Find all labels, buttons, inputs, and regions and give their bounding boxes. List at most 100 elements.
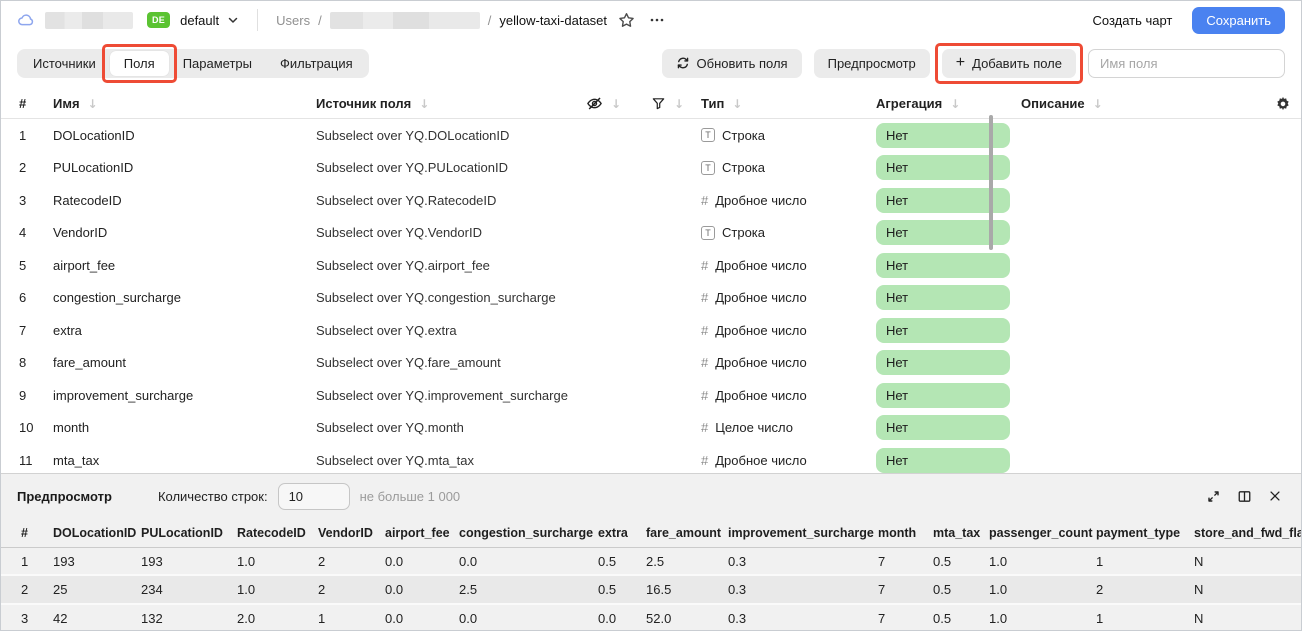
field-row[interactable]: 3 RatecodeID Subselect over YQ.RatecodeID #…	[1, 184, 1301, 217]
row-count-input[interactable]	[277, 482, 350, 510]
field-name[interactable]: VendorID	[53, 225, 108, 241]
field-name[interactable]: PULocationID	[53, 160, 134, 176]
aggregation-select[interactable]: Нет	[876, 382, 1010, 408]
field-name[interactable]: fare_amount	[53, 355, 126, 371]
tab-Источники[interactable]: Источники	[33, 55, 96, 71]
field-type[interactable]: # Дробное число	[701, 355, 876, 370]
field-source[interactable]: Subselect over YQ.congestion_surcharge	[316, 290, 556, 306]
field-source[interactable]: Subselect over YQ.PULocationID	[316, 160, 508, 176]
sort-arrow-icon[interactable]: ↓	[950, 96, 961, 111]
field-type[interactable]: # Целое число	[701, 420, 876, 435]
filter-funnel-icon[interactable]	[651, 96, 666, 111]
preview-cell: 0.0	[385, 611, 404, 627]
field-type[interactable]: # Дробное число	[701, 258, 876, 273]
preview-panel: Предпросмотр Количество строк: не больше…	[1, 473, 1301, 630]
sort-arrow-icon[interactable]: ↓	[611, 96, 622, 111]
field-row[interactable]: 9 improvement_surcharge Subselect over YQ.…	[1, 379, 1301, 412]
cloud-logo-icon	[17, 12, 35, 28]
env-selector[interactable]: default	[180, 12, 220, 28]
field-index: 8	[19, 355, 27, 371]
sort-arrow-icon[interactable]: ↓	[674, 96, 685, 111]
tab-Поля[interactable]: Поля	[101, 43, 177, 83]
aggregation-select[interactable]: Нет	[876, 155, 1010, 181]
field-row[interactable]: 11 mta_tax Subselect over YQ.mta_tax # Дробн…	[1, 444, 1301, 477]
field-type[interactable]: T Строка	[701, 128, 876, 143]
aggregation-select[interactable]: Нет	[876, 252, 1010, 278]
aggregation-select[interactable]: Нет	[876, 187, 1010, 213]
preview-cell: 0.5	[933, 553, 952, 569]
field-source[interactable]: Subselect over YQ.extra	[316, 322, 457, 338]
tab-Параметры[interactable]: Параметры	[182, 55, 252, 71]
field-source[interactable]: Subselect over YQ.airport_fee	[316, 257, 490, 273]
save-button[interactable]: Сохранить	[1192, 6, 1285, 34]
field-row[interactable]: 8 fare_amount Subselect over YQ.fare_amoun…	[1, 347, 1301, 380]
number-type-icon: #	[701, 257, 709, 273]
preview-cell: 0.0	[459, 611, 478, 627]
field-row[interactable]: 6 congestion_surcharge Subselect over YQ.c…	[1, 282, 1301, 315]
breadcrumb-dataset-name: yellow-taxi-dataset	[499, 12, 608, 28]
field-type[interactable]: T Строка	[701, 160, 876, 175]
field-type[interactable]: T Строка	[701, 225, 876, 240]
preview-toggle-button[interactable]: Предпросмотр	[813, 48, 930, 78]
field-name[interactable]: extra	[53, 322, 82, 338]
field-name[interactable]: improvement_surcharge	[53, 387, 194, 403]
field-type[interactable]: # Дробное число	[701, 290, 876, 305]
field-source[interactable]: Subselect over YQ.VendorID	[316, 225, 482, 241]
eye-off-icon[interactable]	[586, 95, 603, 112]
aggregation-select[interactable]: Нет	[876, 447, 1010, 473]
sort-arrow-icon[interactable]: ↓	[87, 96, 98, 111]
create-chart-button[interactable]: Создать чарт	[1080, 7, 1184, 34]
field-row[interactable]: 10 month Subselect over YQ.month # Целое чис…	[1, 412, 1301, 445]
field-name[interactable]: RatecodeID	[53, 192, 122, 208]
expand-preview-icon[interactable]	[1203, 486, 1224, 507]
aggregation-select[interactable]: Нет	[876, 285, 1010, 311]
field-type[interactable]: # Дробное число	[701, 323, 876, 338]
favorite-star-icon[interactable]	[615, 9, 638, 32]
field-name[interactable]: congestion_surcharge	[53, 290, 181, 306]
field-row[interactable]: 4 VendorID Subselect over YQ.VendorID T Стро…	[1, 217, 1301, 250]
close-preview-icon[interactable]	[1265, 486, 1285, 506]
field-name[interactable]: DOLocationID	[53, 127, 135, 143]
preview-cell: 52.0	[646, 611, 672, 627]
column-name: Имя ↓	[53, 96, 98, 111]
aggregation-select[interactable]: Нет	[876, 415, 1010, 441]
tab-Фильтрация[interactable]: Фильтрация	[280, 55, 353, 71]
preview-cell: 1.0	[989, 581, 1008, 597]
split-view-icon[interactable]	[1234, 486, 1255, 507]
aggregation-select[interactable]: Нет	[876, 350, 1010, 376]
preview-row: 2 25 234 1.0 2 0.0 2.5 0.5 16.5 0.3 7 0.5 1.0 2 N	[1, 576, 1301, 605]
field-name[interactable]: month	[53, 420, 90, 436]
field-source[interactable]: Subselect over YQ.improvement_surcharge	[316, 387, 568, 403]
refresh-fields-button[interactable]: Обновить поля	[661, 48, 802, 78]
breadcrumb-root[interactable]: Users	[276, 12, 311, 28]
field-type[interactable]: # Дробное число	[701, 193, 876, 208]
aggregation-select[interactable]: Нет	[876, 317, 1010, 343]
aggregation-select[interactable]: Нет	[876, 122, 1010, 148]
aggregation-select[interactable]: Нет	[876, 220, 1010, 246]
field-row[interactable]: 2 PULocationID Subselect over YQ.PULocatio…	[1, 152, 1301, 185]
field-row[interactable]: 7 extra Subselect over YQ.extra # Дробное чи…	[1, 314, 1301, 347]
field-source[interactable]: Subselect over YQ.RatecodeID	[316, 192, 497, 208]
field-name[interactable]: mta_tax	[53, 452, 100, 468]
field-name[interactable]: airport_fee	[53, 257, 116, 273]
field-type-label: Целое число	[715, 420, 793, 436]
field-row[interactable]: 1 DOLocationID Subselect over YQ.DOLocatio…	[1, 119, 1301, 152]
sort-arrow-icon[interactable]: ↓	[732, 96, 743, 111]
fields-table-scrollbar[interactable]	[989, 115, 993, 250]
top-bar: DE default Users / / yellow-taxi-dataset…	[1, 1, 1301, 39]
field-type[interactable]: # Дробное число	[701, 453, 876, 468]
field-source[interactable]: Subselect over YQ.mta_tax	[316, 452, 475, 468]
field-type[interactable]: # Дробное число	[701, 388, 876, 403]
field-source[interactable]: Subselect over YQ.fare_amount	[316, 355, 501, 371]
preview-cell: 0.3	[728, 611, 747, 627]
field-name-search-input[interactable]	[1088, 48, 1285, 78]
more-actions-icon[interactable]	[646, 9, 668, 31]
table-settings-gear-icon[interactable]	[1257, 96, 1301, 112]
field-source[interactable]: Subselect over YQ.month	[316, 420, 464, 436]
sort-arrow-icon[interactable]: ↓	[1092, 96, 1103, 111]
field-source[interactable]: Subselect over YQ.DOLocationID	[316, 127, 510, 143]
sort-arrow-icon[interactable]: ↓	[419, 96, 430, 111]
add-field-button[interactable]: + Добавить поле	[941, 48, 1076, 78]
chevron-down-icon[interactable]	[227, 14, 239, 26]
field-row[interactable]: 5 airport_fee Subselect over YQ.airport_fe…	[1, 249, 1301, 282]
